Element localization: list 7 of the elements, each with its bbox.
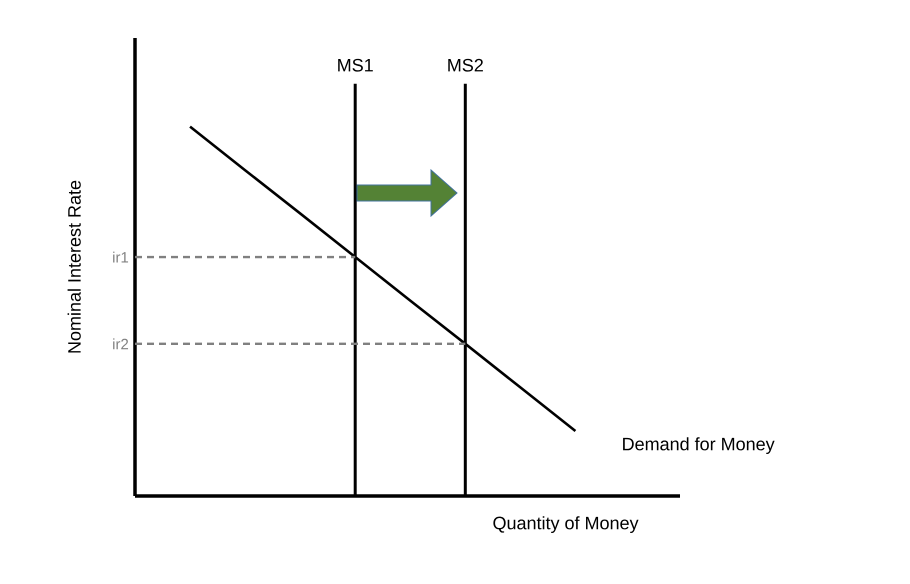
ref-line-label: ir1 — [113, 252, 128, 262]
ref-line-label: ir2 — [113, 338, 128, 350]
x-axis-title: Quantity of Money — [493, 516, 639, 533]
y-axis-title: Nominal Interest Rate — [68, 180, 81, 353]
x-tick-label: MS1 — [338, 58, 373, 72]
x-tick-label: MS2 — [448, 58, 483, 72]
text: Demand for Money — [623, 437, 775, 454]
